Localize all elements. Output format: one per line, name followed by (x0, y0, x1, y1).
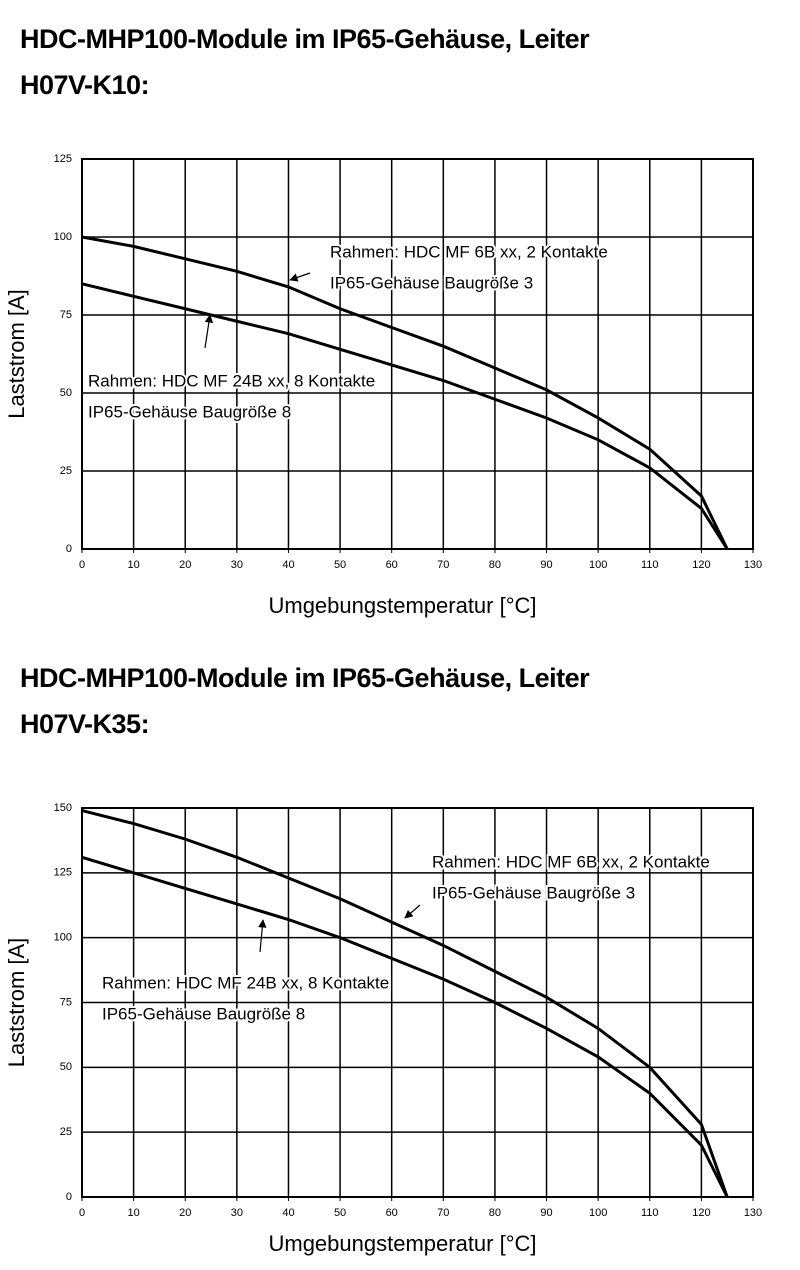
x-tick-label: 30 (231, 1207, 243, 1219)
legend-label: Rahmen: HDC MF 6B xx, 2 Kontakte (432, 852, 710, 871)
x-tick-label: 100 (589, 1207, 607, 1219)
y-axis-label: Laststrom [A] (4, 289, 29, 419)
x-tick-label: 20 (179, 1207, 191, 1219)
x-tick-label: 10 (127, 559, 139, 571)
chart-title: HDC-MHP100-Module im IP65-Gehäuse, Leite… (20, 24, 590, 100)
x-axis-label: Umgebungstemperatur [°C] (268, 1231, 536, 1256)
y-tick-label: 150 (54, 802, 72, 814)
y-tick-label: 0 (66, 543, 72, 555)
y-tick-label: 50 (60, 387, 72, 399)
x-tick-label: 120 (692, 559, 710, 571)
x-tick-label: 20 (179, 559, 191, 571)
legend-label: IP65-Gehäuse Baugröße 3 (330, 273, 533, 292)
y-tick-label: 125 (54, 153, 72, 165)
x-tick-label: 80 (489, 559, 501, 571)
x-tick-label: 60 (386, 559, 398, 571)
x-tick-label: 40 (282, 559, 294, 571)
arrow (258, 919, 267, 953)
legend-label: Rahmen: HDC MF 24B xx, 8 Kontakte (102, 973, 389, 992)
arrow (204, 314, 214, 349)
arrow (289, 272, 311, 282)
x-tick-label: 130 (744, 559, 762, 571)
x-tick-label: 110 (641, 559, 659, 571)
legend-label: Rahmen: HDC MF 6B xx, 2 Kontakte (330, 242, 608, 261)
y-tick-label: 125 (54, 867, 72, 879)
x-tick-label: 130 (744, 1207, 762, 1219)
x-tick-label: 110 (641, 1207, 659, 1219)
x-tick-label: 100 (589, 559, 607, 571)
y-tick-label: 25 (60, 1126, 72, 1138)
x-tick-label: 90 (540, 1207, 552, 1219)
y-tick-label: 25 (60, 465, 72, 477)
legend-label: IP65-Gehäuse Baugröße 8 (88, 402, 291, 421)
y-tick-label: 100 (54, 231, 72, 243)
series-line (81, 855, 729, 1198)
y-tick-label: 75 (60, 309, 72, 321)
arrow (404, 904, 421, 919)
series-line (81, 235, 729, 550)
y-tick-label: 75 (60, 996, 72, 1008)
x-tick-label: 40 (282, 1207, 294, 1219)
x-tick-label: 60 (386, 1207, 398, 1219)
y-tick-label: 50 (60, 1061, 72, 1073)
x-tick-label: 90 (540, 559, 552, 571)
y-tick-label: 0 (66, 1191, 72, 1203)
x-tick-label: 120 (692, 1207, 710, 1219)
legend-label: IP65-Gehäuse Baugröße 3 (432, 883, 635, 902)
series-line (81, 282, 729, 550)
plot-frame (81, 807, 754, 1198)
x-tick-label: 30 (231, 559, 243, 571)
x-tick-label: 70 (437, 559, 449, 571)
legend-label: Rahmen: HDC MF 24B xx, 8 Kontakte (88, 371, 375, 390)
y-axis-label: Laststrom [A] (4, 938, 29, 1068)
x-tick-label: 50 (334, 1207, 346, 1219)
y-tick-label: 100 (54, 932, 72, 944)
x-tick-label: 0 (79, 559, 85, 571)
x-tick-label: 50 (334, 559, 346, 571)
x-tick-label: 10 (127, 1207, 139, 1219)
x-tick-label: 80 (489, 1207, 501, 1219)
legend-label: IP65-Gehäuse Baugröße 8 (102, 1004, 305, 1023)
x-tick-label: 0 (79, 1207, 85, 1219)
x-axis-label: Umgebungstemperatur [°C] (268, 593, 536, 618)
chart-title: HDC-MHP100-Module im IP65-Gehäuse, Leite… (20, 663, 590, 739)
series-line (81, 809, 729, 1198)
x-tick-label: 70 (437, 1207, 449, 1219)
plot-frame (81, 158, 754, 550)
